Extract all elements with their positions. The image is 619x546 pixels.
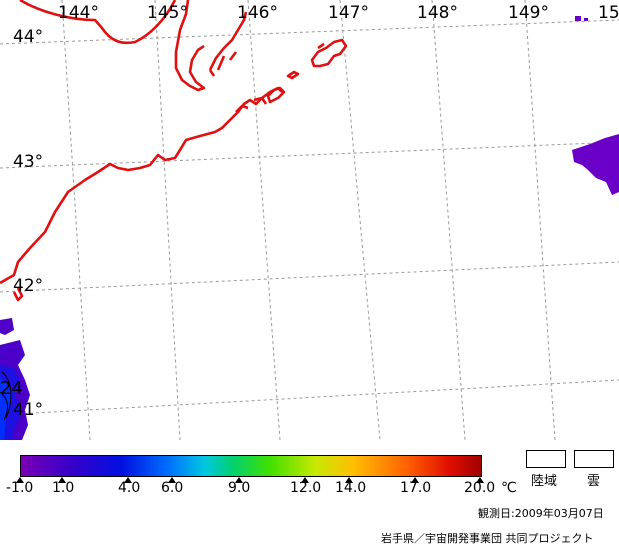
lat-line-43 bbox=[0, 141, 619, 169]
tick-label: 9.0 bbox=[228, 480, 251, 496]
lon-label-144: 144° bbox=[58, 3, 99, 23]
tick-label: 12.0 bbox=[290, 480, 322, 496]
cloud-patch bbox=[572, 16, 619, 195]
tick-mark bbox=[476, 477, 484, 483]
tick-label: 14.0 bbox=[335, 480, 367, 496]
map-canvas bbox=[0, 0, 619, 440]
lat-label-41: 41° bbox=[13, 400, 44, 420]
tick-mark bbox=[301, 477, 309, 483]
tick-mark bbox=[58, 477, 66, 483]
lat-label-44: 44° bbox=[13, 27, 44, 47]
tick-label: 1.0 bbox=[52, 480, 75, 496]
tick-mark bbox=[345, 477, 353, 483]
unit-label: ℃ bbox=[501, 480, 517, 496]
graticule bbox=[0, 0, 619, 440]
credit-text: 岩手県／宇宙開発事業団 共同プロジェクト bbox=[381, 532, 594, 545]
land-legend-label: 陸域 bbox=[531, 474, 558, 489]
tick-mark bbox=[235, 477, 243, 483]
lon-line-148 bbox=[431, 0, 466, 440]
lon-line-144 bbox=[61, 0, 91, 440]
tick-mark bbox=[124, 477, 132, 483]
lat-label-42: 42° bbox=[13, 276, 44, 296]
cloud-legend-label: 雲 bbox=[587, 474, 601, 489]
lat-line-42 bbox=[0, 261, 619, 293]
lon-line-145 bbox=[154, 0, 181, 440]
lon-line-146 bbox=[247, 0, 281, 440]
lon-line-149 bbox=[524, 0, 556, 440]
land-legend-swatch bbox=[526, 450, 566, 468]
tick-mark bbox=[16, 477, 24, 483]
lon-label-146: 146° bbox=[237, 3, 278, 23]
tick-label: 6.0 bbox=[161, 480, 184, 496]
sst-data-patch bbox=[0, 318, 30, 440]
tick-mark bbox=[168, 477, 176, 483]
lat-label-43: 43° bbox=[13, 152, 44, 172]
cloud-legend-swatch bbox=[574, 450, 614, 468]
tick-label: 4.0 bbox=[118, 480, 141, 496]
lon-label-150: 15 bbox=[598, 3, 619, 23]
lon-label-149: 149° bbox=[508, 3, 549, 23]
tick-label: -1.0 bbox=[6, 480, 34, 496]
lon-line-147 bbox=[339, 0, 381, 440]
temperature-colorbar bbox=[20, 455, 482, 477]
tick-mark bbox=[411, 477, 419, 483]
lat-line-44 bbox=[0, 19, 619, 45]
observation-date: 観測日:2009年03月07日 bbox=[478, 507, 604, 520]
coastline bbox=[0, 0, 348, 302]
contour-value-label: 24 bbox=[0, 378, 23, 399]
lon-label-148: 148° bbox=[417, 3, 458, 23]
lat-line-41 bbox=[0, 379, 619, 416]
tick-label: 17.0 bbox=[400, 480, 432, 496]
lon-label-147: 147° bbox=[328, 3, 369, 23]
lon-label-145: 145° bbox=[147, 3, 188, 23]
tick-label: 20.0 bbox=[464, 480, 496, 496]
